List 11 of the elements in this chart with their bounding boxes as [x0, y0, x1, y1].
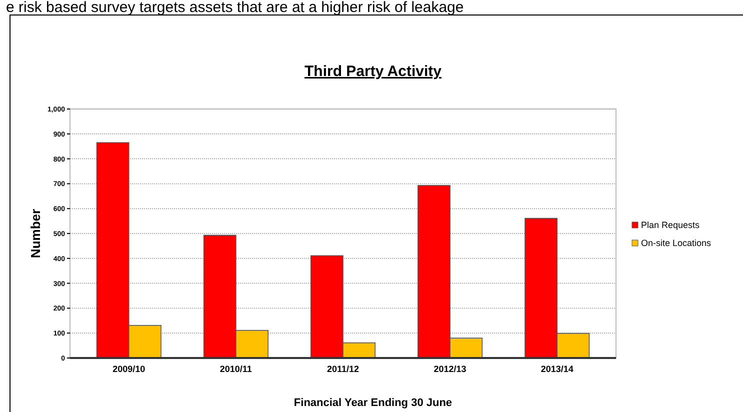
chart-title: Third Party Activity: [304, 63, 442, 80]
x-tick-label: 2009/10: [112, 364, 146, 374]
x-tick-label: 2012/13: [434, 364, 466, 374]
x-tick-label: 2013/14: [540, 364, 574, 374]
x-tick-label: 2011/12: [326, 364, 360, 374]
legend-label: On-site Locations: [641, 238, 712, 248]
text: e risk based survey targets assets that are at a higher risk of leakage: [6, 0, 464, 16]
x-tick-label: 2010/11: [220, 364, 252, 374]
legend-label: Plan Requests: [641, 220, 700, 230]
y-axis-title: Number: [28, 208, 43, 258]
x-axis-title: Financial Year Ending 30 June: [294, 397, 452, 409]
